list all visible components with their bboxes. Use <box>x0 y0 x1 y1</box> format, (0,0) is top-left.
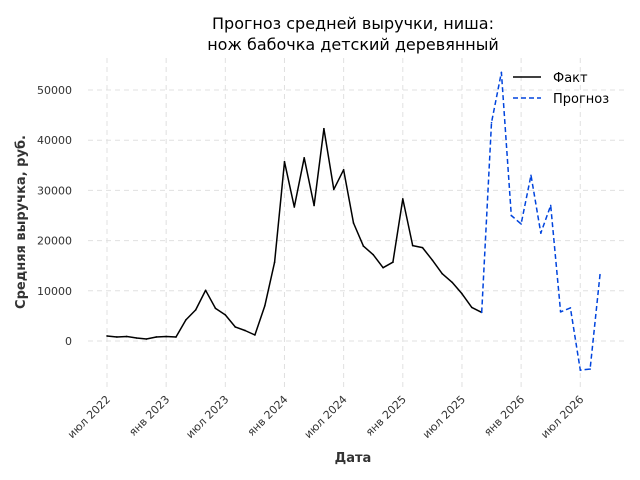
fact-point <box>234 326 236 328</box>
forecast-point <box>510 214 513 217</box>
forecast-point <box>559 311 562 313</box>
fact-line <box>106 127 483 340</box>
forecast-point <box>549 204 552 207</box>
y-tick-label: 50000 <box>37 84 72 97</box>
fact-point <box>214 307 217 310</box>
forecast-point <box>540 232 542 234</box>
x-tick-label: янв 2023 <box>126 393 172 439</box>
x-tick-label: июл 2024 <box>302 393 350 441</box>
fact-point <box>194 309 197 311</box>
forecast-point <box>520 223 522 225</box>
fact-point <box>431 259 434 261</box>
fact-point <box>323 127 325 130</box>
fact-point <box>185 319 187 321</box>
forecast-point <box>500 71 503 74</box>
fact-point <box>283 160 286 163</box>
x-tick-label: июл 2023 <box>183 393 231 441</box>
fact-point <box>135 337 138 339</box>
fact-point <box>224 314 227 316</box>
fact-point <box>362 245 365 247</box>
fact-point <box>392 261 394 263</box>
y-axis-label: Средняя выручка, руб. <box>14 135 29 309</box>
x-axis-label: Дата <box>335 451 372 466</box>
legend-label-fact: Факт <box>553 71 588 86</box>
fact-point <box>254 334 256 336</box>
fact-point <box>441 272 444 275</box>
forecast-point <box>589 368 591 370</box>
fact-point <box>461 293 463 295</box>
x-tick-label: янв 2024 <box>245 393 291 439</box>
forecast-point <box>490 121 493 124</box>
fact-point <box>342 169 345 171</box>
y-tick-label: 20000 <box>37 235 72 248</box>
x-tick-label: июл 2025 <box>420 393 468 441</box>
x-tick-label: янв 2026 <box>481 393 527 439</box>
y-tick-label: 40000 <box>37 134 72 147</box>
fact-point <box>411 244 414 247</box>
fact-point <box>471 306 473 309</box>
fact-point <box>313 204 315 207</box>
fact-point <box>372 253 375 256</box>
fact-point <box>165 335 167 338</box>
y-tick-label: 0 <box>65 335 72 348</box>
fact-point <box>106 335 108 337</box>
fact-point <box>421 246 424 249</box>
x-tick-label: июл 2022 <box>65 393 113 441</box>
y-tick-label: 10000 <box>37 285 72 298</box>
fact-point <box>175 336 177 338</box>
chart-title-line2: нож бабочка детский деревянный <box>207 35 499 54</box>
forecast-point <box>579 369 582 371</box>
fact-point <box>204 289 207 292</box>
fact-point <box>293 206 296 208</box>
fact-point <box>155 336 158 338</box>
chart-title-line1: Прогноз средней выручки, ниша: <box>212 14 494 33</box>
forecast-line <box>480 71 601 371</box>
legend: Факт Прогноз <box>513 71 609 107</box>
x-tick-label: июл 2026 <box>538 393 586 441</box>
x-tick-label: янв 2025 <box>363 393 409 439</box>
forecast-point <box>599 273 601 276</box>
legend-label-forecast: Прогноз <box>553 92 609 107</box>
fact-point <box>332 188 335 191</box>
fact-point <box>125 335 128 338</box>
fact-point <box>273 261 276 263</box>
fact-point <box>263 305 266 307</box>
forecast-point <box>480 311 483 314</box>
fact-point <box>402 198 404 200</box>
fact-point <box>303 156 306 159</box>
fact-point <box>382 266 384 269</box>
forecast-point <box>569 307 572 309</box>
fact-point <box>244 329 246 332</box>
fact-point <box>352 222 355 224</box>
y-tick-label: 30000 <box>37 184 72 197</box>
forecast-point <box>530 174 532 177</box>
fact-point <box>116 336 118 338</box>
fact-point <box>451 281 453 284</box>
fact-point <box>145 338 148 340</box>
